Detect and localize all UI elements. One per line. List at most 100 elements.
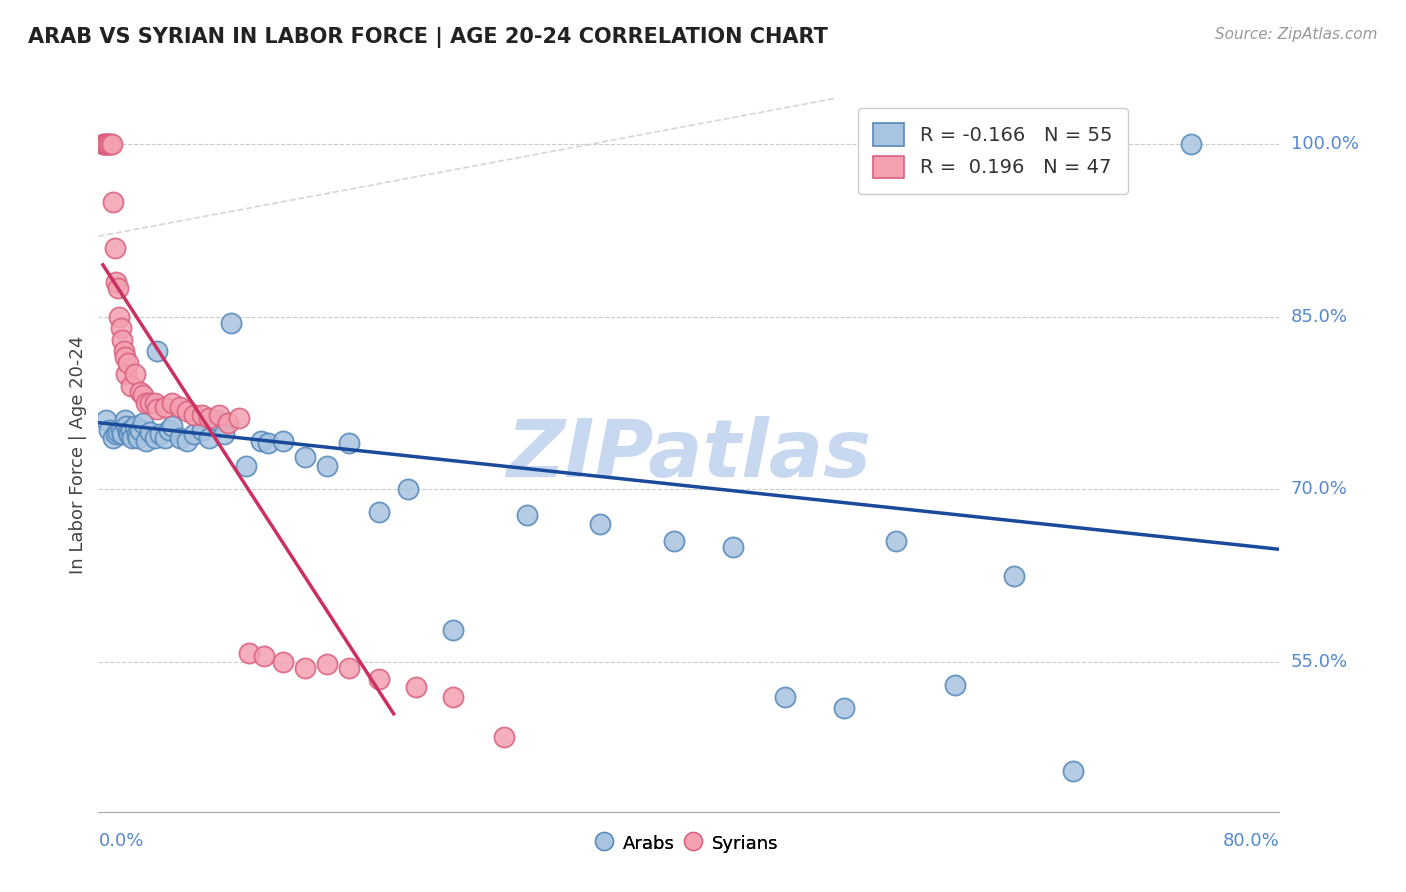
Point xyxy=(120,423,142,437)
Point xyxy=(117,425,139,439)
Point xyxy=(337,661,360,675)
Point xyxy=(1002,568,1025,582)
Point xyxy=(271,655,294,669)
Point xyxy=(773,690,796,704)
Point xyxy=(257,436,280,450)
Point xyxy=(441,690,464,704)
Point xyxy=(238,646,260,660)
Point xyxy=(118,427,141,442)
Point xyxy=(212,427,235,442)
Point xyxy=(183,427,205,442)
Point xyxy=(162,396,183,410)
Point xyxy=(368,673,391,687)
Point xyxy=(94,413,117,427)
Point xyxy=(494,730,516,744)
Point xyxy=(205,413,228,427)
Point xyxy=(128,423,150,437)
Point xyxy=(721,540,744,554)
Point xyxy=(112,344,135,359)
Point xyxy=(100,137,122,152)
Point xyxy=(515,508,537,522)
Point xyxy=(125,427,148,442)
Point xyxy=(111,427,134,442)
Text: 80.0%: 80.0% xyxy=(1223,832,1279,850)
Point xyxy=(132,416,155,430)
Point xyxy=(128,384,150,399)
Point xyxy=(107,281,129,295)
Point xyxy=(271,434,294,449)
Point xyxy=(208,408,231,422)
Point xyxy=(103,194,125,209)
Point xyxy=(169,431,191,445)
Point xyxy=(105,275,128,289)
Point xyxy=(127,431,149,445)
Y-axis label: In Labor Force | Age 20-24: In Labor Force | Age 20-24 xyxy=(69,335,87,574)
Point xyxy=(176,434,198,449)
Point xyxy=(98,137,121,152)
Point xyxy=(135,396,157,410)
Point xyxy=(135,434,157,449)
Point xyxy=(103,431,125,445)
Point xyxy=(94,137,117,152)
Point xyxy=(294,661,316,675)
Point xyxy=(198,411,221,425)
Point xyxy=(124,368,146,382)
Text: 70.0%: 70.0% xyxy=(1291,481,1347,499)
Point xyxy=(664,534,686,549)
Point xyxy=(1180,137,1202,152)
Point xyxy=(143,431,166,445)
Point xyxy=(1062,764,1084,779)
Point xyxy=(337,436,360,450)
Text: 100.0%: 100.0% xyxy=(1291,136,1358,153)
Point xyxy=(96,137,118,152)
Point xyxy=(153,431,176,445)
Point xyxy=(294,450,316,465)
Point xyxy=(169,400,191,414)
Point xyxy=(146,401,169,416)
Point xyxy=(132,388,155,402)
Text: 85.0%: 85.0% xyxy=(1291,308,1347,326)
Point xyxy=(111,333,134,347)
Point xyxy=(943,678,966,692)
Point xyxy=(139,425,162,439)
Point xyxy=(191,423,214,437)
Point xyxy=(405,681,427,695)
Point xyxy=(198,431,221,445)
Point xyxy=(93,137,115,152)
Point xyxy=(105,427,128,442)
Point xyxy=(124,419,146,434)
Point xyxy=(117,356,139,370)
Point xyxy=(139,396,162,410)
Point xyxy=(108,310,131,324)
Point xyxy=(884,534,907,549)
Point xyxy=(115,368,138,382)
Point xyxy=(176,404,198,418)
Point xyxy=(253,649,276,664)
Point xyxy=(91,137,114,152)
Point xyxy=(441,623,464,637)
Text: ZIPatlas: ZIPatlas xyxy=(506,416,872,494)
Point xyxy=(219,316,242,330)
Point xyxy=(162,419,183,434)
Point xyxy=(368,506,391,520)
Text: 0.0%: 0.0% xyxy=(98,832,143,850)
Point xyxy=(316,459,339,474)
Point xyxy=(121,431,143,445)
Point xyxy=(96,137,118,152)
Point xyxy=(97,137,120,152)
Point xyxy=(97,423,120,437)
Point xyxy=(217,416,239,430)
Point xyxy=(146,344,169,359)
Point xyxy=(114,413,136,427)
Point xyxy=(191,408,214,422)
Point xyxy=(250,434,273,449)
Point xyxy=(110,423,132,437)
Point xyxy=(228,411,250,425)
Point xyxy=(157,423,180,437)
Point xyxy=(316,657,339,672)
Legend: Arabs, Syrians: Arabs, Syrians xyxy=(592,827,786,860)
Point xyxy=(183,408,205,422)
Point xyxy=(115,419,138,434)
Text: 55.0%: 55.0% xyxy=(1291,653,1348,671)
Point xyxy=(110,321,132,335)
